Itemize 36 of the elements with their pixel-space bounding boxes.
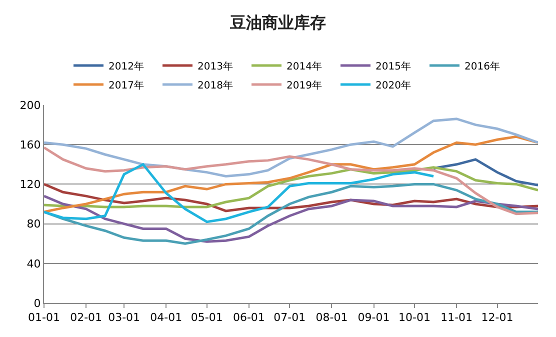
x-tick-label: 09-01 — [358, 311, 390, 324]
legend-label: 2014年 — [286, 60, 322, 72]
line-series — [44, 135, 538, 214]
legend-label: 2017年 — [108, 79, 144, 92]
x-tick-label: 04-01 — [150, 311, 182, 324]
line-series — [44, 118, 538, 178]
chart-title: 豆油商业库存 — [229, 13, 326, 32]
y-tick-label: 0 — [34, 296, 41, 310]
x-tick-label: 08-01 — [316, 311, 348, 324]
line-series — [44, 182, 538, 245]
x-tick-label: 12-01 — [481, 311, 514, 324]
x-tick-label: 10-01 — [398, 311, 430, 324]
line-series — [432, 158, 538, 186]
legend-label: 2013年 — [198, 60, 233, 72]
y-tick-label: 40 — [26, 257, 41, 270]
x-tick-label: 07-01 — [274, 311, 306, 324]
x-tick-label: 03-01 — [108, 311, 140, 324]
legend-label: 2012年 — [108, 60, 144, 72]
x-tick-label: 02-01 — [70, 311, 102, 324]
legend-label: 2015年 — [376, 60, 411, 72]
y-tick-label: 80 — [26, 218, 41, 231]
line-series — [44, 166, 538, 208]
line-series — [44, 163, 435, 224]
y-tick-label: 120 — [20, 178, 41, 192]
legend-label: 2020年 — [376, 79, 411, 92]
line-series — [44, 146, 538, 216]
x-tick-label: 01-01 — [28, 311, 60, 324]
y-tick-label: 160 — [20, 138, 41, 152]
legend-label: 2018年 — [198, 79, 233, 92]
legend-label: 2016年 — [464, 60, 500, 72]
x-tick-label: 06-01 — [232, 311, 265, 324]
y-tick-label: 200 — [20, 98, 41, 112]
x-tick-label: 11-01 — [440, 311, 473, 324]
legend-label: 2019年 — [286, 79, 322, 92]
line-series — [44, 194, 538, 243]
x-tick-label: 05-01 — [190, 311, 223, 324]
